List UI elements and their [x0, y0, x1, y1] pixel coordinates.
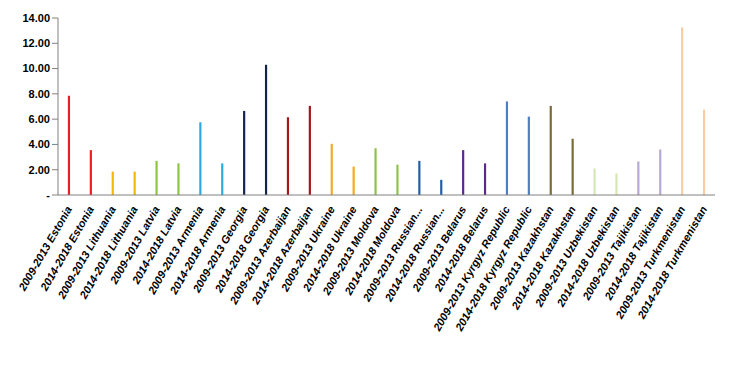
svg-text:2014-2018 Ukraine: 2014-2018 Ukraine: [300, 204, 359, 294]
svg-text:2014-2018 Lithuania: 2014-2018 Lithuania: [77, 204, 140, 301]
svg-text:2009-2013 Georgia: 2009-2013 Georgia: [190, 204, 250, 295]
svg-text:-: -: [46, 189, 50, 201]
svg-text:2014-2018 Uzbekistan: 2014-2018 Uzbekistan: [554, 204, 622, 309]
svg-text:2009-2013 Ukraine: 2009-2013 Ukraine: [278, 204, 337, 294]
svg-text:2.00: 2.00: [29, 164, 50, 176]
svg-text:2014-2018 Azerbaijan: 2014-2018 Azerbaijan: [249, 204, 315, 306]
svg-text:12.00: 12.00: [22, 37, 50, 49]
svg-text:2009-2013 Belarus: 2009-2013 Belarus: [409, 204, 469, 294]
svg-text:2014-2018 Russian...: 2014-2018 Russian...: [382, 204, 447, 304]
svg-text:2009-2013 Turkmenistan: 2009-2013 Turkmenistan: [613, 204, 688, 321]
svg-text:2014-2018 Kyrgyz Republic: 2014-2018 Kyrgyz Republic: [452, 204, 534, 333]
svg-text:4.00: 4.00: [29, 138, 50, 150]
svg-text:8.00: 8.00: [29, 88, 50, 100]
svg-text:2009-2013 Estonia: 2009-2013 Estonia: [16, 204, 75, 293]
svg-text:2014-2018 Moldova: 2014-2018 Moldova: [342, 204, 403, 297]
svg-text:2009-2013 Latvia: 2009-2013 Latvia: [107, 204, 162, 286]
svg-text:6.00: 6.00: [29, 113, 50, 125]
svg-text:2009-2013 Tajikistan: 2009-2013 Tajikistan: [580, 204, 644, 302]
svg-text:2014-2018 Georgia: 2014-2018 Georgia: [212, 204, 272, 295]
svg-text:2009-2013 Kazakhstan: 2009-2013 Kazakhstan: [487, 204, 556, 312]
svg-text:2014-2018 Latvia: 2014-2018 Latvia: [129, 204, 184, 286]
svg-text:14.00: 14.00: [22, 12, 50, 24]
svg-text:2014-2018 Estonia: 2014-2018 Estonia: [38, 204, 96, 293]
svg-text:2014-2018 Belarus: 2014-2018 Belarus: [431, 204, 491, 294]
svg-text:2014-2018 Tajikistan: 2014-2018 Tajikistan: [602, 204, 666, 302]
svg-text:2009-2013 Kyrgyz Republic: 2009-2013 Kyrgyz Republic: [430, 204, 513, 333]
svg-text:2014-2018 Turkmenistan: 2014-2018 Turkmenistan: [635, 204, 710, 322]
svg-text:2009-2013 Armenia: 2009-2013 Armenia: [145, 204, 206, 296]
svg-text:2009-2013 Russian...: 2009-2013 Russian...: [360, 204, 425, 304]
svg-text:2014-2018 Armenia: 2014-2018 Armenia: [167, 204, 228, 296]
svg-text:2009-2013 Lithuania: 2009-2013 Lithuania: [55, 204, 118, 301]
svg-text:2009-2013 Moldova: 2009-2013 Moldova: [320, 204, 381, 297]
svg-text:2014-2018 Kazakhstan: 2014-2018 Kazakhstan: [509, 204, 578, 312]
svg-text:10.00: 10.00: [22, 62, 50, 74]
svg-text:2009-2013 Azerbaijan: 2009-2013 Azerbaijan: [227, 204, 294, 306]
svg-text:2009-2013 Uzbekistan: 2009-2013 Uzbekistan: [532, 204, 600, 309]
